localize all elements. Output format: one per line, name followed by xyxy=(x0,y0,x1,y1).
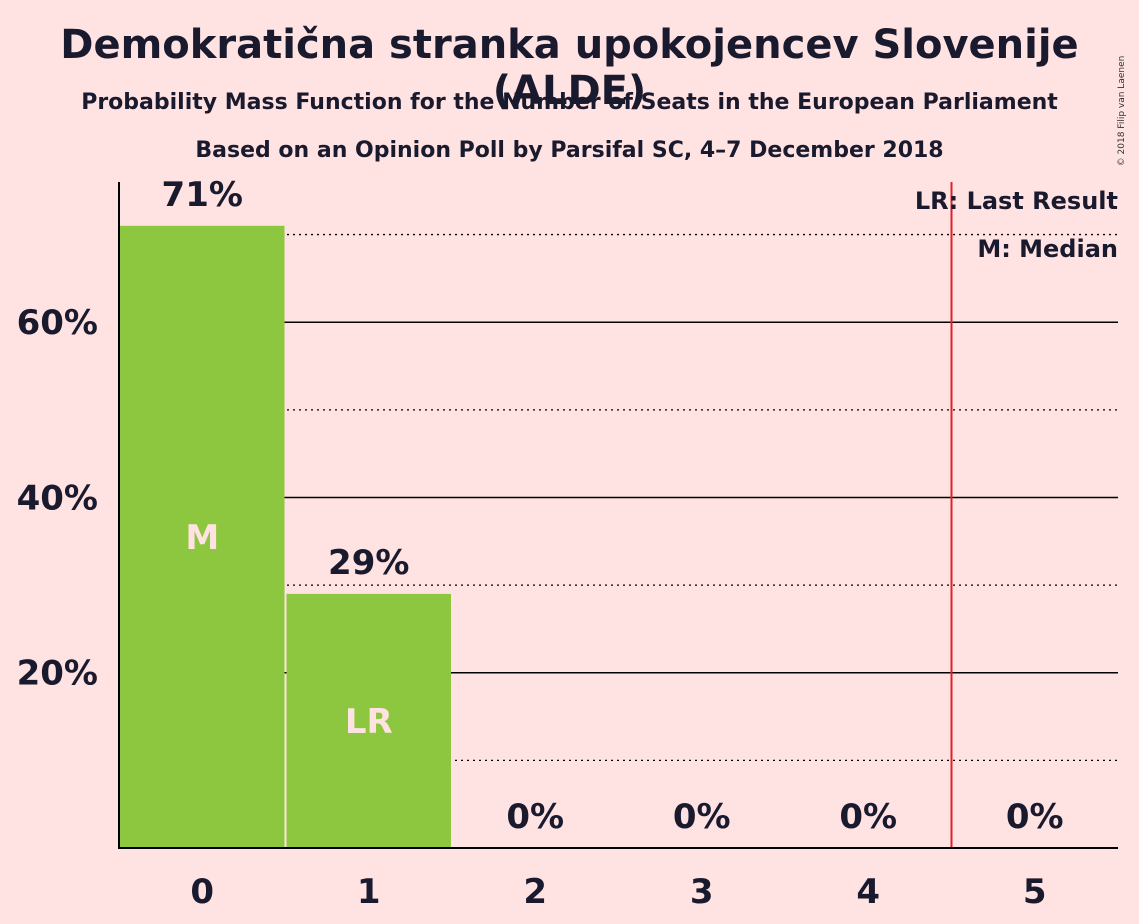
x-tick-label-4: 4 xyxy=(856,872,880,912)
value-label-bg xyxy=(154,175,251,216)
bar-1 xyxy=(286,593,451,848)
bar-marker-lr: LR xyxy=(345,702,393,742)
bars xyxy=(120,225,451,848)
value-label-4: 0% xyxy=(839,797,897,837)
legend-last-result: LR: Last Result xyxy=(915,187,1118,215)
chart-source-subtitle: Based on an Opinion Poll by Parsifal SC,… xyxy=(195,138,944,163)
value-label-5: 0% xyxy=(1006,797,1064,837)
y-tick-label: 40% xyxy=(17,478,98,518)
bar-0 xyxy=(120,225,285,848)
value-label-bg xyxy=(820,798,917,838)
x-tick-label-1: 1 xyxy=(357,872,381,912)
x-tick-label-0: 0 xyxy=(190,872,214,912)
value-label-2: 0% xyxy=(506,797,564,837)
bar-marker-m: M xyxy=(185,518,219,558)
legend-median: M: Median xyxy=(977,235,1118,263)
x-tick-label-3: 3 xyxy=(690,872,714,912)
overlay xyxy=(154,175,1083,848)
value-label-1: 29% xyxy=(328,543,409,583)
value-label-3: 0% xyxy=(673,797,731,837)
value-label-0: 71% xyxy=(162,175,243,215)
x-tick-label-2: 2 xyxy=(523,872,547,912)
y-tick-label: 60% xyxy=(17,303,98,343)
value-label-bg xyxy=(320,543,417,584)
chart-title: Demokratična stranka upokojencev Sloveni… xyxy=(60,22,1079,114)
value-label-bg xyxy=(487,798,584,838)
y-tick-label: 20% xyxy=(17,654,98,694)
chart-subtitle: Probability Mass Function for the Number… xyxy=(81,90,1058,115)
value-label-bg xyxy=(986,798,1083,838)
x-tick-label-5: 5 xyxy=(1023,872,1047,912)
value-label-bg xyxy=(653,798,750,838)
